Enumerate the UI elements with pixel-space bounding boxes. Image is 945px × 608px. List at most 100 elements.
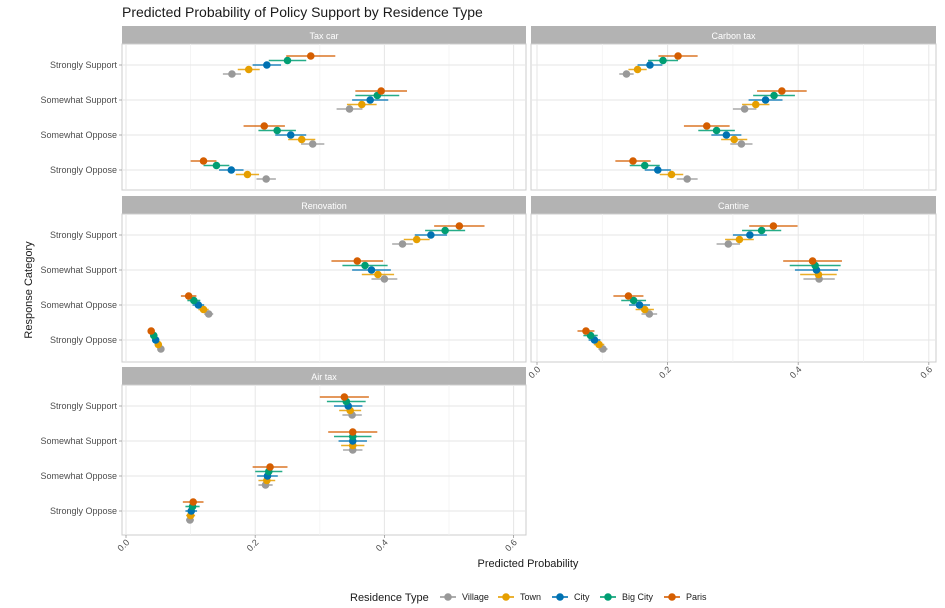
x-tick-label: 0.4 <box>788 364 804 380</box>
point-big-city <box>361 261 369 270</box>
point-town <box>357 100 366 109</box>
point-village <box>204 310 213 318</box>
point-city <box>746 231 754 239</box>
point-paris <box>189 498 197 506</box>
y-tick-label: Strongly Oppose <box>50 335 117 345</box>
point-town <box>374 270 382 279</box>
x-tick-label: 0.2 <box>245 537 261 553</box>
y-tick-label: Somewhat Oppose <box>40 130 117 140</box>
y-tick-label: Somewhat Oppose <box>40 471 117 481</box>
point-town <box>412 235 421 244</box>
point-city <box>366 96 374 104</box>
point-village <box>740 105 749 113</box>
point-town <box>199 305 208 314</box>
legend-key-point <box>668 593 676 601</box>
y-axis-title: Response Category <box>23 241 35 339</box>
panel-strip-label: Carbon tax <box>711 31 756 41</box>
point-big-city <box>273 126 281 135</box>
panel-renovation: Renovation Strongly Support Somewhat Suppo… <box>40 196 527 363</box>
point-city <box>722 131 731 139</box>
legend-key-point <box>444 593 452 601</box>
point-town <box>735 235 744 244</box>
point-paris <box>629 157 637 165</box>
point-town <box>297 135 306 144</box>
panel-strip <box>531 26 936 44</box>
point-paris <box>769 222 778 230</box>
point-paris <box>199 157 208 165</box>
panel-tax-car: Tax car Strongly Support Somewhat Support S… <box>40 26 527 191</box>
panel-air-tax: Air tax Strongly Support Somewhat Support S… <box>40 367 527 553</box>
point-town <box>243 170 252 179</box>
x-tick-label: 0.4 <box>374 537 390 553</box>
point-village <box>380 275 389 283</box>
point-village <box>398 240 407 248</box>
panel-carbon-tax: Carbon tax <box>530 26 937 191</box>
legend-item-big-city: Big City <box>600 592 654 602</box>
point-big-city <box>629 296 638 305</box>
panel-border <box>121 43 527 191</box>
y-tick-label: Strongly Oppose <box>50 165 117 175</box>
point-paris <box>340 393 349 401</box>
point-village <box>345 105 354 113</box>
point-big-city <box>283 56 292 65</box>
chart-title: Predicted Probability of Policy Support … <box>122 4 483 20</box>
legend-key-point <box>556 593 564 601</box>
point-paris <box>778 87 786 95</box>
legend-label: Paris <box>686 592 707 602</box>
legend-title: Residence Type <box>350 592 429 604</box>
panel-border <box>121 213 527 363</box>
point-paris <box>266 463 274 471</box>
y-tick-label: Somewhat Support <box>40 95 117 105</box>
panel-border <box>530 213 937 363</box>
legend-item-city: City <box>552 592 590 602</box>
x-tick-label: 0.6 <box>918 364 934 380</box>
point-big-city <box>770 91 778 100</box>
point-city <box>427 231 435 239</box>
legend: Residence Type Village Town City Big City Pa… <box>350 592 707 604</box>
point-village <box>683 175 691 183</box>
x-tick-label: 0.0 <box>526 364 542 380</box>
point-village <box>737 140 746 148</box>
point-paris <box>348 428 357 436</box>
point-city <box>761 96 770 104</box>
point-paris <box>582 327 590 335</box>
point-paris <box>306 52 315 60</box>
point-paris <box>808 257 817 265</box>
x-axis-title: Predicted Probability <box>478 558 579 570</box>
panel-strip <box>122 367 526 385</box>
point-city <box>635 301 644 309</box>
legend-label: City <box>574 592 590 602</box>
point-big-city <box>212 161 221 170</box>
panel-border <box>121 384 527 536</box>
point-paris <box>353 257 362 265</box>
point-village <box>262 175 270 183</box>
panel-border <box>530 43 937 191</box>
point-village <box>622 70 631 78</box>
point-paris <box>455 222 464 230</box>
point-big-city <box>659 56 667 65</box>
legend-key-point <box>502 593 510 601</box>
point-paris <box>674 52 682 60</box>
panel-strip-label: Air tax <box>311 372 337 382</box>
panel-cantine: Cantine 0.0 0.2 0.4 0.6 <box>526 196 937 380</box>
point-big-city <box>441 226 449 235</box>
point-town <box>751 100 760 109</box>
y-tick-label: Strongly Oppose <box>50 506 117 516</box>
legend-item-paris: Paris <box>664 592 707 602</box>
legend-item-town: Town <box>498 592 541 602</box>
panel-strip <box>122 196 526 214</box>
point-paris <box>624 292 633 300</box>
legend-label: Village <box>462 592 489 602</box>
point-village <box>724 240 733 248</box>
point-village <box>228 70 236 78</box>
y-tick-label: Somewhat Support <box>40 265 117 275</box>
point-town <box>633 65 642 74</box>
point-big-city <box>757 226 766 235</box>
point-city <box>654 166 662 174</box>
point-town <box>730 135 739 144</box>
point-paris <box>702 122 711 130</box>
y-tick-label: Somewhat Oppose <box>40 300 117 310</box>
legend-label: Big City <box>622 592 654 602</box>
x-tick-label: 0.2 <box>657 364 673 380</box>
point-city <box>227 166 236 174</box>
